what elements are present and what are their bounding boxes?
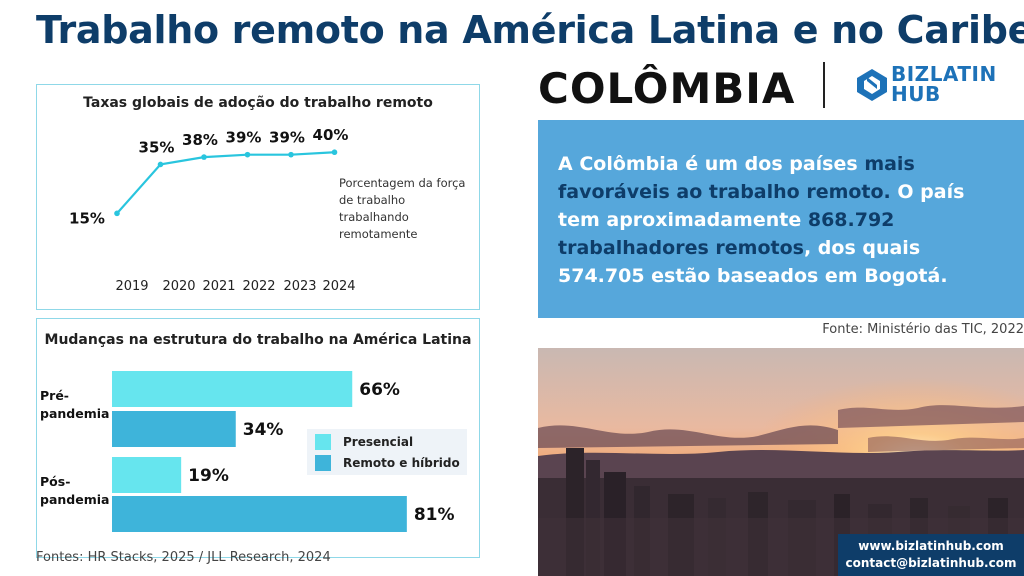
bar-label-pre-presencial: 66% (359, 380, 400, 400)
line-label-2021: 38% (182, 131, 218, 149)
bizlatinhub-logo-icon (857, 69, 887, 101)
line-point-2020 (157, 161, 164, 168)
contact-email[interactable]: contact@bizlatinhub.com (845, 556, 1017, 570)
bogota-sunset-photo: www.bizlatinhub.com contact@bizlatinhub.… (538, 348, 1024, 576)
legend-item-presencial: Presencial (315, 433, 413, 451)
line-point-2023 (288, 151, 294, 158)
source-right: Fonte: Ministério das TIC, 2022 (822, 322, 1024, 337)
source-left: Fontes: HR Stacks, 2025 / JLL Research, … (36, 550, 331, 565)
main-title: Trabalho remoto na América Latina e no C… (36, 8, 1024, 52)
logo-wordmark: BIZLATIN HUB (891, 64, 997, 104)
legend-swatch-presencial (315, 434, 331, 450)
legend-label-remoto: Remoto e híbrido (343, 456, 460, 470)
line-label-2023: 39% (269, 129, 305, 147)
logo-line-2: HUB (891, 82, 941, 106)
category-label-pre-0: Pré- (40, 388, 69, 403)
info-part-2: O país tem aproximadamente (558, 181, 965, 231)
x-tick-2023: 2023 (283, 279, 316, 294)
line-point-2021 (201, 154, 207, 160)
category-label-pos-1: pandemia (40, 492, 109, 507)
logo-line-1: BIZLATIN (891, 62, 997, 86)
bar-label-pos-presencial: 19% (188, 466, 229, 486)
bar-pos-presencial (112, 457, 182, 493)
info-part-3: , dos quais 574.705 estão baseados em Bo… (558, 237, 948, 287)
header-divider (823, 62, 825, 108)
line-label-2019: 15% (69, 209, 105, 227)
line-point-2019 (114, 210, 120, 217)
line-chart: 15% 35% 38% 39% 39% 40% 2019 2020 2021 2022 2023 20… (69, 126, 356, 294)
contact-box: www.bizlatinhub.com contact@bizlatinhub.… (838, 534, 1024, 576)
x-tick-2020: 2020 (162, 279, 195, 294)
line-label-2022: 39% (226, 129, 262, 147)
x-tick-2021: 2021 (202, 279, 235, 294)
bar-pos-remoto (112, 496, 407, 532)
bar-label-pos-remoto: 81% (414, 505, 455, 525)
line-chart-panel: Taxas globais de adoção do trabalho remo… (36, 84, 480, 310)
category-label-pre-1: pandemia (40, 406, 109, 421)
country-title: COLÔMBIA (538, 64, 796, 113)
x-tick-2024: 2024 (322, 279, 355, 294)
bar-chart: 66% 34% Pré-pandemia 19% 81% Pós-pandemia (40, 371, 455, 532)
bar-chart-panel: Mudanças na estrutura do trabalho na Amé… (36, 318, 480, 558)
x-tick-2022: 2022 (242, 279, 275, 294)
line-chart-annotation: Porcentagem da força de trabalho trabalh… (339, 176, 466, 241)
info-box: A Colômbia é um dos países mais favoráve… (538, 120, 1024, 318)
category-label-pos-0: Pós- (40, 474, 70, 489)
x-tick-2019: 2019 (115, 279, 148, 294)
line-series (116, 151, 335, 215)
info-text: A Colômbia é um dos países mais favoráve… (558, 150, 1004, 290)
info-part-1: A Colômbia é um dos países (558, 153, 865, 175)
bar-pre-presencial (112, 371, 353, 407)
bar-label-pre-remoto: 34% (243, 420, 284, 440)
line-point-2022 (244, 151, 251, 158)
line-label-2024: 40% (313, 126, 349, 144)
bar-pre-remoto (112, 411, 236, 447)
bar-chart-legend: Presencial Remoto e híbrido (307, 429, 467, 475)
legend-item-remoto: Remoto e híbrido (315, 454, 460, 472)
legend-swatch-remoto (315, 455, 331, 471)
info-highlight-2: 868.792 trabalhadores remotos (558, 209, 895, 259)
info-highlight-1: mais favoráveis ao trabalho remoto. (558, 153, 915, 203)
line-chart-title: Taxas globais de adoção do trabalho remo… (83, 95, 433, 111)
legend-label-presencial: Presencial (343, 435, 414, 449)
contact-website[interactable]: www.bizlatinhub.com (858, 539, 1004, 553)
line-label-2020: 35% (139, 138, 175, 156)
line-point-2024 (331, 149, 338, 156)
bizlatinhub-logo: BIZLATIN HUB (855, 64, 997, 108)
bar-chart-title: Mudanças na estrutura do trabalho na Amé… (44, 332, 472, 348)
